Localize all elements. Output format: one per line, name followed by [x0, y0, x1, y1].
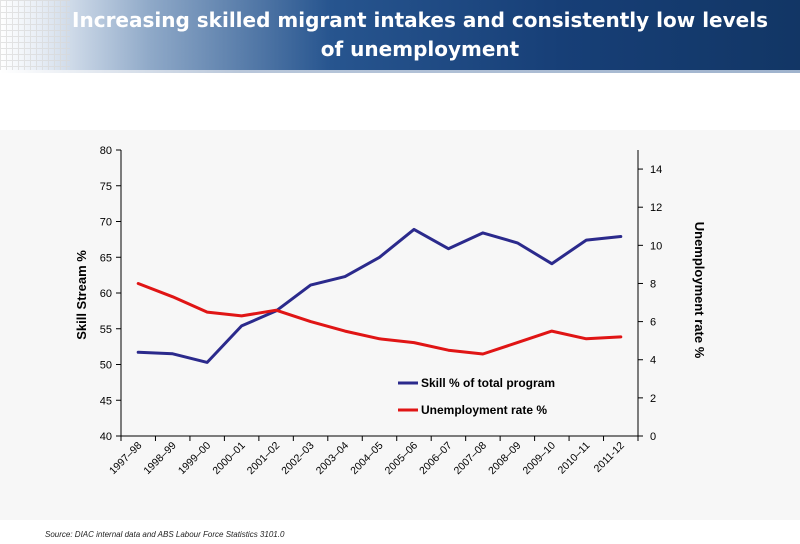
y-tick-label: 55 [100, 324, 112, 336]
x-tick-label: 2006–07 [417, 440, 455, 478]
y-tick-label: 60 [100, 288, 112, 300]
x-tick-label: 2001–02 [245, 440, 283, 478]
y-tick-label: 45 [100, 395, 112, 407]
series-lines [136, 227, 623, 364]
x-tick-label: 1999–00 [176, 440, 214, 478]
x-tick-label: 2010–11 [556, 440, 593, 477]
y-tick-label: 75 [100, 181, 112, 193]
y2-tick-label: 6 [650, 317, 656, 329]
x-tick-label: 2008–09 [486, 440, 524, 478]
x-tick-label: 2003–04 [314, 440, 352, 478]
y-tick-label: 65 [100, 252, 112, 264]
x-axis-ticks: 1997–981998–991999–002000–012001–022002–… [107, 436, 639, 478]
y2-axis-label: Unemployment rate % [692, 222, 707, 359]
x-tick-label: 2000–01 [210, 440, 248, 478]
x-tick-label: 1997–98 [107, 440, 145, 478]
right-axis-ticks: 0 2 4 6 8 10 12 14 [638, 164, 662, 443]
y-tick-label: 50 [100, 360, 112, 372]
chart-legend: Skill % of total program Unemployment rat… [398, 376, 555, 417]
page-title: Increasing skilled migrant intakes and c… [40, 6, 800, 64]
x-tick-label: 2005–06 [383, 440, 421, 478]
x-tick-label: 2007–08 [452, 440, 490, 478]
banner-grid-pattern [0, 0, 70, 70]
banner-underline [0, 70, 800, 73]
x-tick-label: 2011-12 [592, 440, 627, 475]
unemployment-series-line [136, 282, 623, 356]
chart-axes [120, 150, 639, 437]
legend-label: Unemployment rate % [421, 403, 547, 417]
skill-series-line [136, 227, 623, 364]
y2-tick-label: 10 [650, 240, 662, 252]
title-line-1: Increasing skilled migrant intakes and c… [72, 8, 768, 32]
x-tick-label: 2002–03 [279, 440, 317, 478]
y2-tick-label: 14 [650, 164, 662, 176]
legend-label: Skill % of total program [421, 376, 555, 390]
y-tick-label: 40 [100, 431, 112, 443]
x-tick-label: 2009–10 [521, 440, 559, 478]
y-tick-label: 80 [100, 145, 112, 157]
y2-tick-label: 0 [650, 431, 656, 443]
x-tick-label: 1998–99 [141, 440, 179, 478]
x-tick-label: 2004–05 [348, 440, 386, 478]
source-note: Source: DIAC internal data and ABS Labou… [45, 530, 285, 539]
title-banner: Increasing skilled migrant intakes and c… [0, 0, 800, 70]
y2-tick-label: 2 [650, 393, 656, 405]
chart-background [0, 130, 800, 520]
left-axis-ticks: 40 45 50 55 60 65 70 75 80 [100, 145, 121, 443]
title-line-2: of unemployment [320, 37, 520, 61]
y2-tick-label: 4 [650, 355, 656, 367]
y2-tick-label: 12 [650, 202, 662, 214]
y2-tick-label: 8 [650, 278, 656, 290]
y-axis-label: Skill Stream % [74, 250, 89, 340]
y-tick-label: 70 [100, 217, 112, 229]
